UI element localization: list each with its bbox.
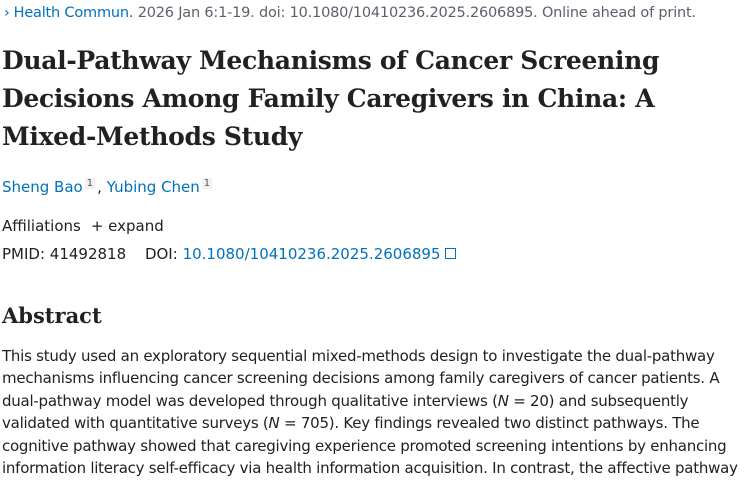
pmid-label: PMID: xyxy=(2,245,46,263)
abstract-text: This study used an exploratory sequentia… xyxy=(2,347,738,478)
citation-details: 2026 Jan 6:1-19. doi: 10.1080/10410236.2… xyxy=(133,5,696,21)
author-link[interactable]: Yubing Chen xyxy=(106,178,200,196)
chevron-right-icon: › xyxy=(4,5,10,21)
citation: › Health Commun. 2026 Jan 6:1-19. doi: 10… xyxy=(4,5,696,21)
abstract-heading: Abstract xyxy=(2,303,102,328)
doi-label: DOI: xyxy=(144,245,178,263)
identifiers-row: PMID: 41492818 DOI: 10.1080/10410236.202… xyxy=(2,245,456,263)
affiliations-label: Affiliations xyxy=(2,217,81,235)
affiliation-ref[interactable]: 1 xyxy=(201,178,213,189)
affiliations-row: Affiliations + expand xyxy=(2,217,164,235)
pmid-value: 41492818 xyxy=(49,245,127,263)
article-title: Dual-Pathway Mechanisms of Cancer Screen… xyxy=(2,46,660,151)
expand-button[interactable]: + expand xyxy=(90,217,164,235)
affiliation-ref[interactable]: 1 xyxy=(84,178,96,189)
authors-list: Sheng Bao 1, Yubing Chen 1 xyxy=(2,178,213,196)
external-link-icon xyxy=(444,248,456,259)
doi-link[interactable]: 10.1080/10410236.2025.2606895 xyxy=(183,245,456,263)
journal-link[interactable]: › Health Commun. xyxy=(4,5,134,21)
author-link[interactable]: Sheng Bao xyxy=(2,178,83,196)
